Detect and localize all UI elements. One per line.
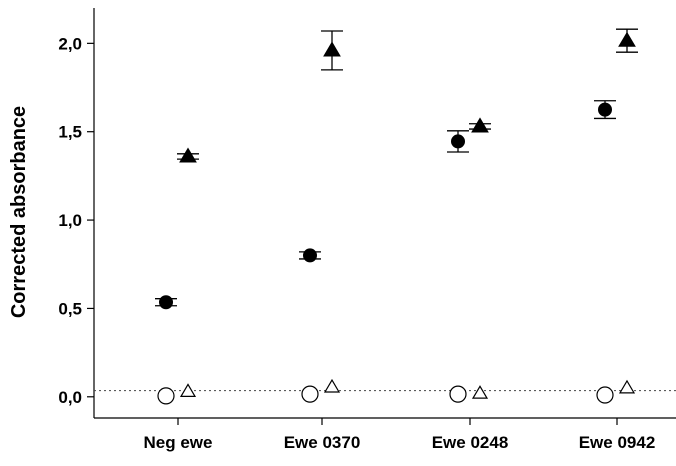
data-point-open-triangle <box>618 379 636 394</box>
y-axis-label: Corrected absorbance <box>8 106 30 318</box>
y-tick-label: 0,5 <box>58 299 82 318</box>
data-point-open-circle <box>157 387 175 405</box>
y-tick-label: 2,0 <box>58 34 82 53</box>
y-tick-label: 1,5 <box>58 123 82 142</box>
x-tick-label: Ewe 0370 <box>284 433 361 452</box>
data-point-filled-triangle <box>471 117 489 133</box>
data-point-open-triangle <box>471 385 489 399</box>
y-tick-label: 0,0 <box>58 388 82 407</box>
data-point-open-triangle <box>179 383 197 397</box>
data-point-filled-circle <box>303 248 317 263</box>
data-point-filled-circle <box>598 102 612 117</box>
data-point-open-triangle <box>323 378 341 393</box>
data-point-filled-triangle <box>323 41 341 57</box>
x-tick-label: Neg ewe <box>144 433 213 452</box>
y-tick-label: 1,0 <box>58 211 82 230</box>
x-tick-label: Ewe 0248 <box>432 433 509 452</box>
data-point-open-circle <box>596 386 614 404</box>
axes-layer: 0,0 0,5 1,0 1,5 2,0 Neg ewe Ewe 0370 Ewe 0248 Ew… <box>58 8 676 452</box>
data-point-filled-circle <box>451 134 465 149</box>
data-point-filled-circle <box>159 295 173 310</box>
marks-layer <box>155 28 638 405</box>
data-point-filled-triangle <box>618 31 636 47</box>
data-point-open-circle <box>449 385 467 403</box>
data-point-open-circle <box>301 385 319 403</box>
x-tick-label: Ewe 0942 <box>579 433 656 452</box>
data-point-filled-triangle <box>179 147 197 163</box>
